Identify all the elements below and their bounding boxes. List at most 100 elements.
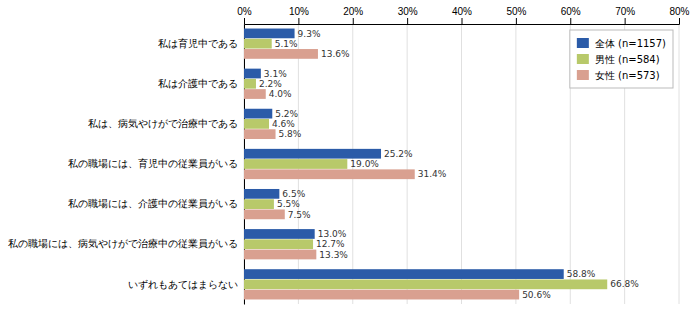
tick-mark — [679, 18, 680, 24]
grid-line — [461, 24, 462, 304]
grid-line — [679, 24, 680, 304]
x-tick: 80% — [669, 6, 689, 24]
legend-label: 女性 (n=573) — [595, 70, 660, 81]
bar — [244, 199, 274, 209]
legend-swatch — [577, 70, 589, 80]
data-label: 13.3% — [319, 250, 348, 260]
bar — [244, 210, 285, 220]
tick-label: いずれもあてはまらない — [128, 279, 238, 291]
bar — [244, 149, 381, 159]
legend-item: 女性 (n=573) — [577, 70, 660, 81]
tick-label: 私は育児中である — [158, 38, 238, 49]
bar — [244, 169, 415, 179]
tick-label: 10% — [289, 6, 309, 17]
x-tick: 70% — [615, 6, 635, 24]
data-label: 7.5% — [288, 210, 311, 220]
data-label: 12.7% — [316, 239, 345, 249]
data-label: 25.2% — [384, 149, 413, 159]
bar — [244, 89, 266, 99]
data-label: 19.0% — [350, 159, 379, 169]
axis-domain — [245, 18, 680, 25]
bar — [244, 69, 261, 79]
tick-label: 60% — [561, 6, 581, 17]
x-tick: 0% — [237, 6, 252, 24]
bar — [244, 229, 315, 239]
x-axis: 0% 10% 20% 30% 40% 50% 60% 70% 80% — [237, 6, 689, 25]
x-tick: 30% — [398, 6, 418, 24]
data-label: 5.5% — [277, 199, 300, 209]
tick-mark — [625, 18, 626, 24]
legend-item: 全体 (n=1157) — [577, 38, 666, 49]
y-tick: 私の職場には、育児中の従業員がいる — [68, 158, 238, 169]
tick-mark — [244, 18, 245, 24]
bar — [244, 79, 256, 89]
plot: 0% 10% 20% 30% 40% 50% 60% 70% 80% 私は育児中である私は介護中で… — [8, 6, 690, 305]
tick-label: 80% — [669, 6, 689, 17]
x-tick: 20% — [343, 6, 363, 24]
bar — [244, 49, 318, 59]
data-label: 9.3% — [298, 29, 321, 39]
legend-swatch — [577, 38, 589, 48]
legend-label: 男性 (n=584) — [595, 54, 660, 65]
data-label: 31.4% — [418, 169, 447, 179]
data-label: 13.0% — [318, 229, 347, 239]
x-tick: 50% — [506, 6, 526, 24]
x-tick: 10% — [289, 6, 309, 24]
data-label: 13.6% — [321, 49, 350, 59]
x-tick: 60% — [561, 6, 581, 24]
y-tick: 私は介護中である — [158, 78, 238, 89]
bar — [244, 250, 316, 260]
bars — [244, 29, 607, 300]
tick-label: 私の職場には、病気やけがで治療中の従業員がいる — [8, 238, 238, 249]
legend-box — [570, 30, 673, 88]
grid-line — [515, 24, 516, 304]
data-label: 3.1% — [264, 69, 287, 79]
bar — [244, 290, 519, 300]
legend-swatch — [577, 54, 589, 64]
legend-label: 全体 (n=1157) — [595, 38, 666, 49]
y-tick: 私の職場には、病気やけがで治療中の従業員がいる — [8, 238, 238, 249]
legend: 全体 (n=1157) 男性 (n=584) 女性 (n=573) — [570, 30, 673, 88]
bar — [244, 159, 347, 169]
y-tick: 私の職場には、介護中の従業員がいる — [68, 198, 238, 209]
series — [244, 29, 564, 279]
data-label: 4.0% — [269, 89, 292, 99]
tick-mark — [298, 18, 299, 24]
grid-line — [407, 24, 408, 304]
tick-label: 私の職場には、育児中の従業員がいる — [68, 158, 238, 169]
data-label: 6.5% — [282, 189, 305, 199]
tick-label: 30% — [398, 6, 418, 17]
bar — [244, 39, 272, 49]
tick-label: 40% — [452, 6, 472, 17]
tick-label: 私は介護中である — [158, 78, 238, 89]
legend-item: 男性 (n=584) — [577, 54, 660, 65]
data-label: 2.2% — [259, 79, 282, 89]
tick-mark — [407, 18, 408, 24]
tick-mark — [516, 18, 517, 24]
tick-label: 20% — [343, 6, 363, 17]
series — [244, 39, 607, 289]
tick-label: 私は、病気やけがで治療中である — [88, 118, 238, 129]
data-label: 66.8% — [610, 279, 639, 289]
y-tick: いずれもあてはまらない — [128, 279, 238, 291]
tick-mark — [462, 18, 463, 24]
tick-label: 0% — [237, 6, 252, 17]
y-tick: 私は、病気やけがで治療中である — [88, 118, 238, 129]
bar — [244, 269, 564, 279]
bar — [244, 279, 607, 289]
tick-label: 70% — [615, 6, 635, 17]
tick-label: 50% — [506, 6, 526, 17]
data-label: 58.8% — [567, 269, 596, 279]
bar — [244, 239, 313, 249]
bar — [244, 119, 269, 129]
tick-mark — [570, 18, 571, 24]
grid — [244, 24, 679, 304]
tick-label: 私の職場には、介護中の従業員がいる — [68, 198, 238, 209]
tick-mark — [353, 18, 354, 24]
bar — [244, 189, 279, 199]
data-label: 50.6% — [522, 290, 551, 300]
bar — [244, 129, 276, 139]
series — [244, 49, 519, 299]
y-axis: 私は育児中である私は介護中である私は、病気やけがで治療中である私の職場には、育児… — [8, 25, 245, 305]
bar — [244, 109, 272, 119]
